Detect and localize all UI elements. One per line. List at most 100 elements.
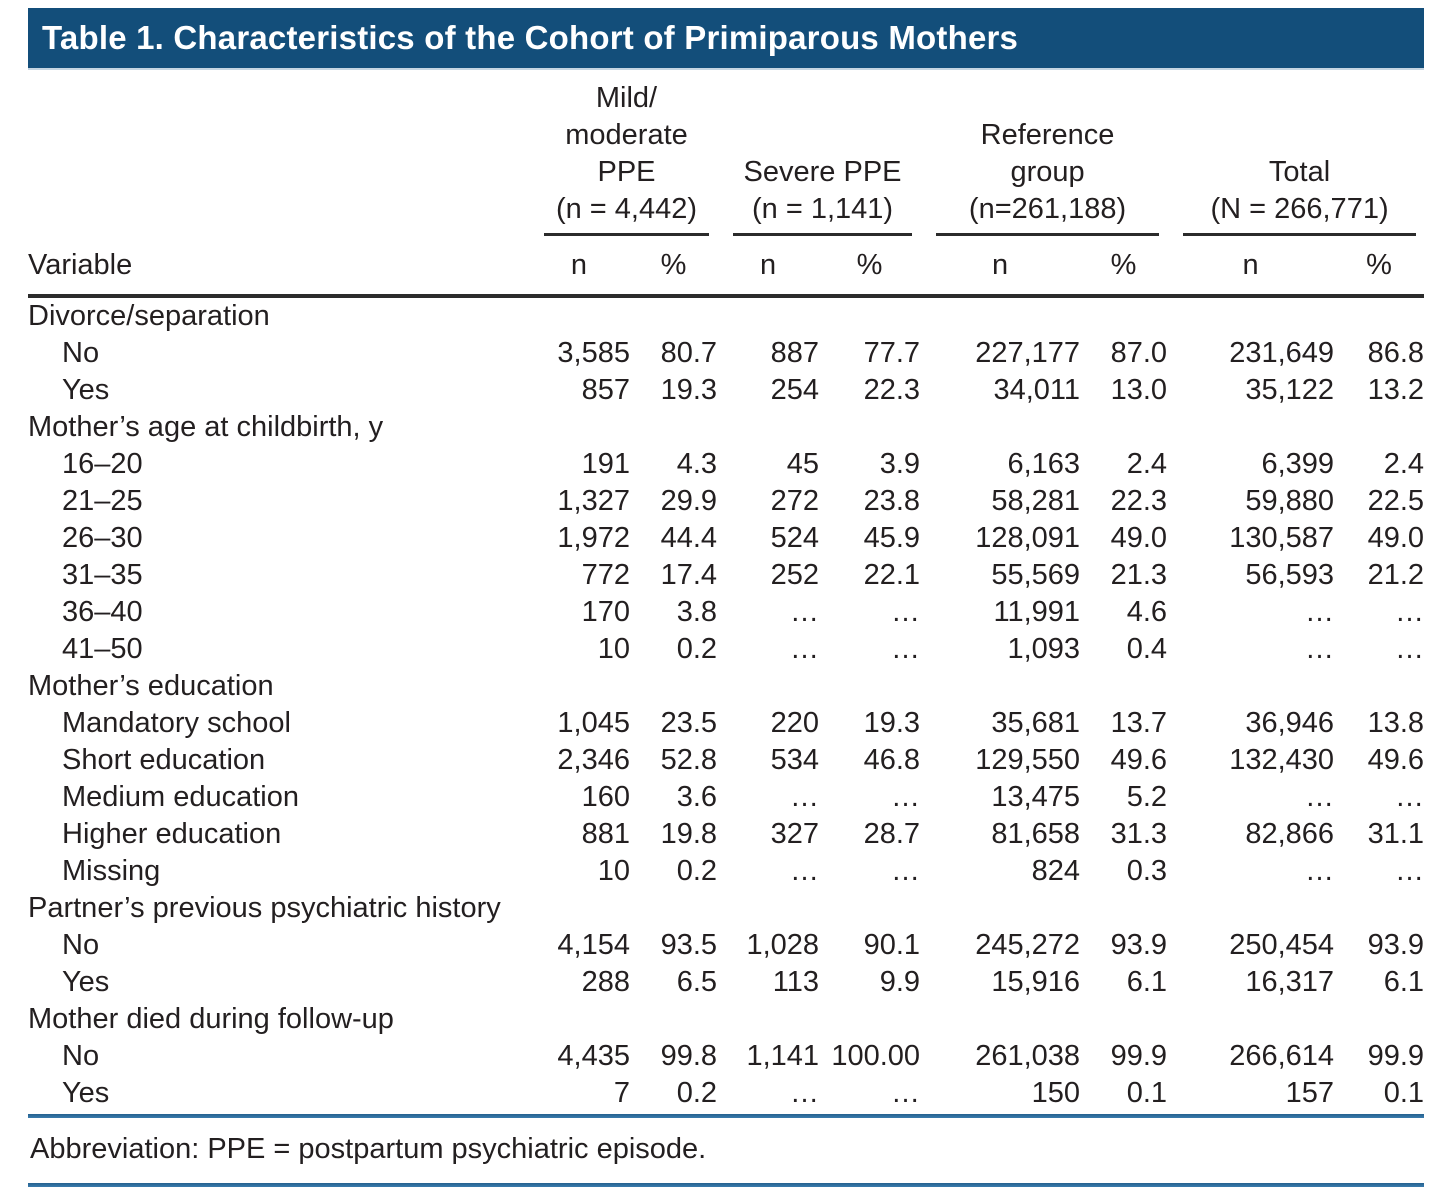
data-row: 16–20 191 4.3 45 3.9 6,163 2.4 6,399 2.4 (28, 446, 1424, 483)
cell-value: 100.00 (831, 1040, 921, 1072)
cell-value: 327 (770, 818, 820, 850)
table-header: Variable Mild/ moderate PPE (n = 4,442) … (28, 80, 1425, 298)
row-label: Mother’s age at childbirth, y (28, 411, 384, 443)
cell-value: 23.8 (863, 485, 921, 517)
cell-value: 254 (770, 374, 820, 406)
row-label: 36–40 (62, 596, 143, 628)
cell-value: 4,154 (557, 929, 630, 961)
cell-value: 0.1 (1383, 1077, 1425, 1109)
data-row: Missing 10 0.2…… 824 0.3…… (28, 853, 1424, 890)
row-label: Short education (62, 744, 266, 776)
row-label: 26–30 (62, 522, 143, 554)
cell-value: 45 (786, 448, 820, 480)
divider-blue-top (28, 1114, 1424, 1118)
cell-value: 19.3 (660, 374, 718, 406)
cell-value: 99.9 (1110, 1040, 1168, 1072)
row-label: 16–20 (62, 448, 143, 480)
data-row: Yes 288 6.5 113 9.9 15,916 6.1 16,317 6.1 (28, 964, 1424, 1001)
cell-value: 28.7 (863, 818, 921, 850)
cell-value: … (891, 596, 921, 628)
cell-value: 93.9 (1110, 929, 1168, 961)
row-label: Yes (62, 374, 110, 406)
subheader-pct: % (819, 236, 921, 298)
cell-value: 13.0 (1110, 374, 1168, 406)
cell-value: 52.8 (660, 744, 718, 776)
cell-value: 272 (770, 485, 820, 517)
divider-blue-bottom (28, 1183, 1424, 1187)
cell-value: 266,614 (1229, 1040, 1335, 1072)
row-label: No (62, 337, 100, 369)
cell-value: 881 (581, 818, 630, 850)
cell-value: 7 (613, 1077, 630, 1109)
cell-value: 9.9 (879, 966, 921, 998)
cell-value: 0.3 (1126, 855, 1168, 887)
row-label: Missing (62, 855, 161, 887)
cell-value: 4,435 (557, 1040, 630, 1072)
cell-value: 99.8 (660, 1040, 718, 1072)
row-label: No (62, 1040, 100, 1072)
cell-value: 250,454 (1229, 929, 1335, 961)
cell-value: 191 (581, 448, 630, 480)
subheader-pct: % (630, 236, 718, 298)
cell-value: 0.2 (676, 633, 718, 665)
cell-value: 1,028 (746, 929, 820, 961)
cell-value: 17.4 (660, 559, 718, 591)
cohort-table: Variable Mild/ moderate PPE (n = 4,442) … (28, 80, 1425, 1112)
cell-value: 23.5 (660, 707, 718, 739)
cell-value: 13.8 (1367, 707, 1425, 739)
cell-value: 0.2 (676, 855, 718, 887)
row-label: Yes (62, 966, 110, 998)
cell-value: 6,163 (1007, 448, 1081, 480)
cell-value: 82,866 (1245, 818, 1335, 850)
data-row: 41–50 10 0.2…… 1,093 0.4…… (28, 631, 1424, 668)
group-header-mild-moderate-ppe: Mild/ moderate PPE (n = 4,442) (528, 80, 717, 236)
cell-value: 21.2 (1367, 559, 1425, 591)
cell-value: … (1305, 596, 1335, 628)
cell-value: 132,430 (1229, 744, 1335, 776)
cell-value: … (1305, 633, 1335, 665)
cell-value: 31.3 (1110, 818, 1168, 850)
cell-value: 3.6 (676, 781, 718, 813)
category-row: Mother died during follow-up (28, 1001, 1424, 1038)
cell-value: 90.1 (863, 929, 921, 961)
cell-value: 3.9 (879, 448, 921, 480)
cell-value: 170 (581, 596, 630, 628)
data-row: No 3,585 80.7 887 77.7 227,177 87.0 231,649 86.8 (28, 335, 1424, 372)
cell-value: 80.7 (660, 337, 718, 369)
cell-value: 49.0 (1367, 522, 1425, 554)
cell-value: 231,649 (1229, 337, 1335, 369)
cell-value: 93.9 (1367, 929, 1425, 961)
cell-value: 534 (770, 744, 820, 776)
cell-value: 288 (581, 966, 630, 998)
cell-value: … (790, 596, 820, 628)
cell-value: … (891, 633, 921, 665)
cell-value: 87.0 (1110, 337, 1168, 369)
cell-value: 261,038 (975, 1040, 1081, 1072)
row-label: Mandatory school (62, 707, 291, 739)
data-row: No 4,154 93.5 1,028 90.1 245,272 93.9 250,454 93… (28, 927, 1424, 964)
row-label: Divorce/separation (28, 300, 270, 332)
cell-value: 0.4 (1126, 633, 1168, 665)
cell-value: … (1395, 781, 1425, 813)
cell-value: 1,093 (1007, 633, 1081, 665)
cell-value: 49.0 (1110, 522, 1168, 554)
subheader-n: n (920, 236, 1081, 298)
cell-value: 10 (597, 855, 630, 887)
data-row: Yes 857 19.3 254 22.3 34,011 13.0 35,122 13.2 (28, 372, 1424, 409)
cell-value: 3.8 (676, 596, 718, 628)
cell-value: … (1395, 633, 1425, 665)
cell-value: 29.9 (660, 485, 718, 517)
cell-value: 824 (1031, 855, 1081, 887)
cell-value: 128,091 (975, 522, 1081, 554)
cell-value: 49.6 (1110, 744, 1168, 776)
cell-value: 19.3 (863, 707, 921, 739)
cell-value: … (790, 633, 820, 665)
cell-value: 113 (772, 966, 820, 998)
cell-value: … (1395, 855, 1425, 887)
cell-value: 0.1 (1126, 1077, 1168, 1109)
row-label: 21–25 (62, 485, 143, 517)
cell-value: 6,399 (1261, 448, 1335, 480)
group-header-severe-ppe: Severe PPE (n = 1,141) (717, 80, 920, 236)
cell-value: 58,281 (991, 485, 1081, 517)
